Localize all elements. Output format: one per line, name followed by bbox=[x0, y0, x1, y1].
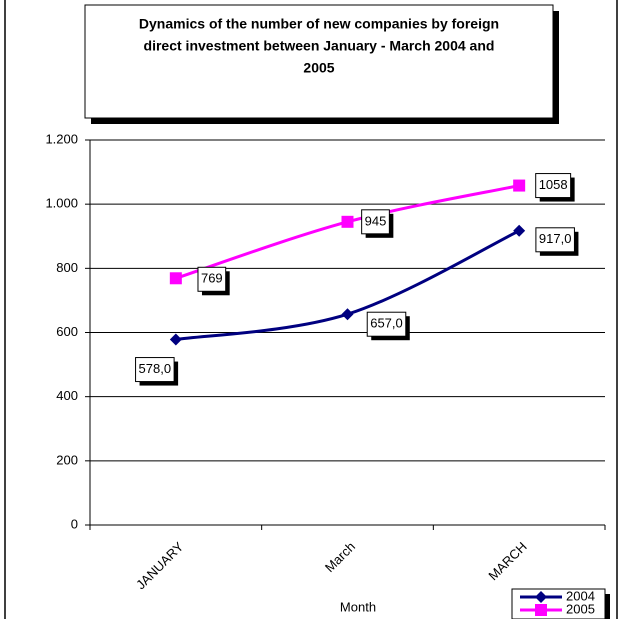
data-label: 578,0 bbox=[139, 361, 172, 376]
data-label: 1058 bbox=[539, 177, 568, 192]
marker bbox=[535, 604, 547, 616]
y-tick-label: 400 bbox=[56, 388, 78, 403]
x-axis-label: Month bbox=[340, 599, 376, 614]
data-label-group: 945 bbox=[361, 209, 394, 238]
y-tick-label: 1.200 bbox=[45, 131, 78, 146]
marker bbox=[513, 224, 526, 237]
chart-title: Dynamics of the number of new companies … bbox=[139, 16, 499, 32]
x-tick-label: March bbox=[322, 539, 358, 575]
data-label-box bbox=[535, 227, 575, 253]
legend-box bbox=[511, 588, 606, 619]
marker bbox=[341, 308, 354, 321]
y-tick-label: 600 bbox=[56, 324, 78, 339]
data-label-group: 769 bbox=[197, 266, 230, 296]
marker bbox=[169, 333, 182, 346]
data-label-group: 578,0 bbox=[135, 357, 179, 386]
data-label-group: 1058 bbox=[535, 173, 575, 202]
y-tick-label: 800 bbox=[56, 260, 78, 275]
x-tick-label: MARCH bbox=[485, 539, 529, 583]
legend-label: 2005 bbox=[566, 601, 595, 616]
x-tick-label: JANUARY bbox=[133, 539, 187, 593]
marker bbox=[513, 179, 526, 192]
marker bbox=[535, 591, 547, 603]
data-label-box bbox=[361, 209, 390, 235]
data-label-group: 657,0 bbox=[366, 311, 410, 341]
data-label-box bbox=[197, 266, 227, 292]
data-label-box bbox=[535, 173, 572, 199]
marker bbox=[169, 272, 182, 285]
marker bbox=[341, 215, 354, 228]
data-label-group: 917,0 bbox=[535, 227, 579, 256]
y-tick-label: 0 bbox=[71, 516, 78, 531]
data-label-box bbox=[366, 311, 407, 337]
line bbox=[175, 184, 520, 280]
data-label: 657,0 bbox=[370, 316, 403, 331]
data-label-box bbox=[135, 357, 175, 383]
data-label: 945 bbox=[365, 213, 387, 228]
chart-title: direct investment between January - Marc… bbox=[144, 38, 495, 54]
legend-label: 2004 bbox=[566, 588, 595, 603]
y-tick-label: 1.000 bbox=[45, 196, 78, 211]
chart-title: 2005 bbox=[303, 60, 334, 76]
data-label: 769 bbox=[201, 271, 223, 286]
data-label: 917,0 bbox=[539, 231, 572, 246]
y-tick-label: 200 bbox=[56, 452, 78, 467]
chart-frame bbox=[4, 0, 618, 619]
title-box bbox=[84, 4, 554, 119]
